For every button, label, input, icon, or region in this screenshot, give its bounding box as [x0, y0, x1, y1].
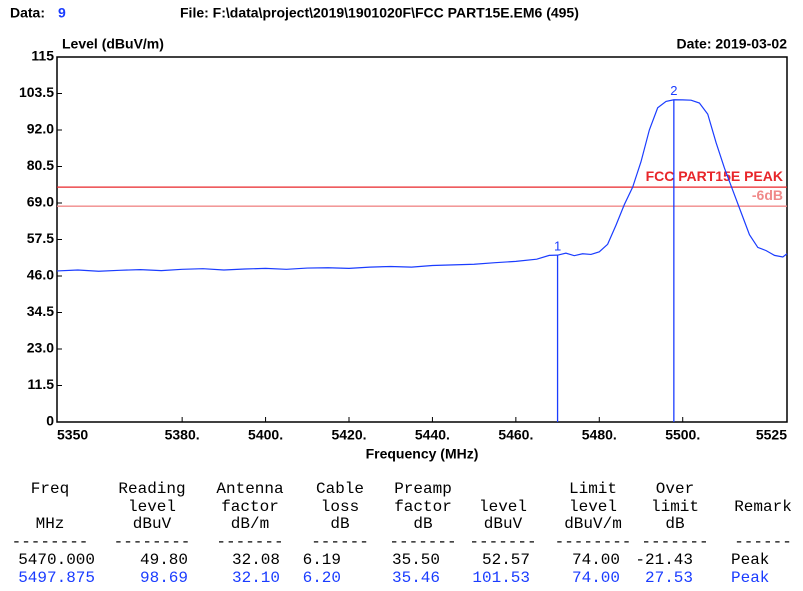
separator: ------- — [389, 533, 456, 551]
x-tick-label: 5480. — [582, 427, 617, 443]
column-header: dBuV — [133, 515, 172, 533]
column-header: Reading — [118, 480, 185, 498]
x-tick-label: 5440. — [415, 427, 450, 443]
table-cell: 32.10 — [232, 569, 280, 587]
table-cell: 27.53 — [645, 569, 693, 587]
x-axis-label: Frequency (MHz) — [366, 446, 479, 462]
y-tick-label: 57.5 — [27, 230, 54, 246]
separator: ------- — [216, 533, 283, 551]
column-header: dBuV — [484, 515, 523, 533]
x-tick-label: 5350 — [57, 427, 88, 443]
y-tick-label: 115 — [31, 48, 54, 64]
plot-frame — [56, 56, 788, 423]
x-tick-label: 5525 — [756, 427, 787, 443]
column-header: MHz — [36, 515, 65, 533]
trace — [56, 99, 788, 272]
y-tick-label: 11.5 — [28, 376, 55, 392]
data-label: Data: — [10, 5, 45, 21]
table-cell: 74.00 — [572, 551, 620, 569]
y-tick-label: 46.0 — [27, 267, 54, 283]
table-cell: 101.53 — [472, 569, 530, 587]
table-cell: 74.00 — [572, 569, 620, 587]
column-header: loss — [321, 498, 359, 516]
table-cell: 6.20 — [303, 569, 341, 587]
table-cell: 52.57 — [482, 551, 530, 569]
y-tick-label: 0 — [46, 413, 54, 429]
column-header: factor — [221, 498, 279, 516]
column-header: dB — [413, 515, 432, 533]
table-cell: Peak — [731, 569, 769, 587]
marker-label: 2 — [670, 83, 677, 98]
table-cell: 98.69 — [140, 569, 188, 587]
y-tick-label: 34.5 — [27, 303, 54, 319]
column-header: dB — [665, 515, 684, 533]
table-cell: Peak — [731, 551, 769, 569]
table-cell: 6.19 — [303, 551, 341, 569]
limit-label: FCC PART15E PEAK — [646, 168, 783, 184]
separator: ------- — [641, 533, 708, 551]
column-header: level — [569, 498, 617, 516]
separator: -------- — [12, 533, 89, 551]
x-tick-label: 5420. — [331, 427, 366, 443]
y-tick-label: 69.0 — [27, 194, 54, 210]
separator: ------ — [734, 533, 792, 551]
y-tick-label: 80.5 — [27, 157, 54, 173]
table-cell: 49.80 — [140, 551, 188, 569]
table-cell: 32.08 — [232, 551, 280, 569]
column-header: factor — [394, 498, 452, 516]
column-header: Remark — [734, 498, 792, 516]
y-tick-label: 92.0 — [27, 121, 54, 137]
y-axis-label: Level (dBuV/m) — [62, 36, 164, 52]
column-header: dBuV/m — [564, 515, 622, 533]
column-header: level — [479, 498, 527, 516]
table-cell: 35.46 — [392, 569, 440, 587]
table-cell: 5470.000 — [18, 551, 95, 569]
x-tick-label: 5380. — [165, 427, 200, 443]
table-cell: -21.43 — [635, 551, 693, 569]
marker-label: 1 — [554, 239, 561, 254]
column-header: Over — [656, 480, 694, 498]
data-value: 9 — [58, 5, 66, 21]
column-header: dB/m — [231, 515, 269, 533]
y-tick-label: 103.5 — [19, 84, 54, 100]
x-tick-label: 5400. — [248, 427, 283, 443]
separator: ------ — [311, 533, 369, 551]
separator: -------- — [114, 533, 191, 551]
column-header: dB — [330, 515, 349, 533]
column-header: level — [128, 498, 176, 516]
column-header: Preamp — [394, 480, 452, 498]
limit-label: -6dB — [752, 187, 783, 203]
table-cell: 35.50 — [392, 551, 440, 569]
column-header: Antenna — [216, 480, 284, 498]
date: Date: 2019-03-02 — [676, 36, 787, 52]
x-tick-label: 5500. — [665, 427, 700, 443]
column-header: limit — [651, 498, 699, 516]
column-header: Cable — [316, 480, 364, 498]
separator: ------- — [469, 533, 536, 551]
column-header: Freq — [31, 480, 69, 498]
separator: -------- — [555, 533, 632, 551]
table-cell: 5497.875 — [18, 569, 95, 587]
file-name: File: F:\data\project\2019\1901020F\FCC … — [180, 5, 579, 21]
y-tick-label: 23.0 — [27, 340, 54, 356]
column-header: Limit — [569, 480, 617, 498]
x-tick-label: 5460. — [498, 427, 533, 443]
